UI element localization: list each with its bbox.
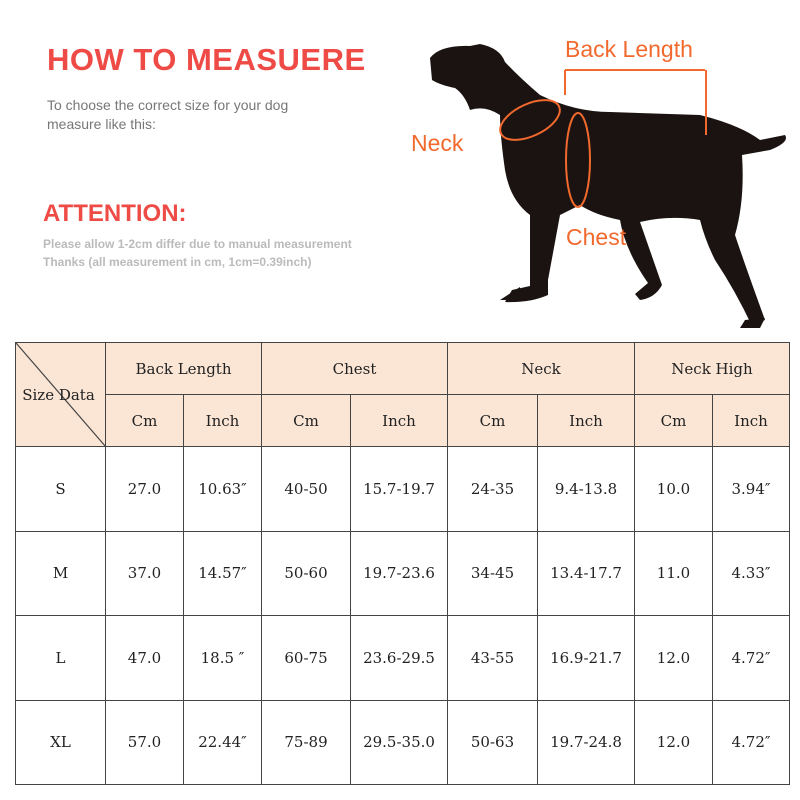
unit-header: Cm [105,394,184,447]
value-cell: 40-50 [261,446,351,532]
corner-cell: Size Data [15,342,106,447]
value-cell: 27.0 [105,446,184,532]
group-header: Neck High [634,342,790,395]
size-cell: XL [15,699,106,785]
instruction-line: measure like this: [47,116,156,132]
size-table: Size Data Back Length Chest Neck Neck Hi… [15,342,790,785]
unit-header: Cm [447,394,538,447]
unit-header: Cm [261,394,351,447]
value-cell: 43-55 [447,615,538,701]
group-header: Back Length [105,342,262,395]
size-cell: M [15,530,106,616]
value-cell: 37.0 [105,530,184,616]
value-cell: 16.9-21.7 [537,615,635,701]
value-cell: 57.0 [105,699,184,785]
attention-title: ATTENTION: [43,200,187,227]
value-cell: 13.4-17.7 [537,530,635,616]
value-cell: 24-35 [447,446,538,532]
value-cell: 22.44″ [183,699,262,785]
value-cell: 12.0 [634,615,713,701]
group-header: Neck [447,342,635,395]
value-cell: 19.7-24.8 [537,699,635,785]
unit-header: Inch [183,394,262,447]
value-cell: 9.4-13.8 [537,446,635,532]
table-row: XL 57.0 22.44″ 75-89 29.5-35.0 50-63 19.7-24.8… [15,699,790,785]
value-cell: 29.5-35.0 [350,699,448,785]
group-header: Chest [261,342,448,395]
unit-header: Cm [634,394,713,447]
table-row: S 27.0 10.63″ 40-50 15.7-19.7 24-35 9.4-13.8 10… [15,446,790,532]
unit-header: Inch [712,394,790,447]
size-cell: L [15,615,106,701]
value-cell: 14.57″ [183,530,262,616]
value-cell: 4.72″ [712,615,790,701]
value-cell: 34-45 [447,530,538,616]
diagonal-divider [16,343,106,447]
value-cell: 23.6-29.5 [350,615,448,701]
back-length-label: Back Length [565,36,693,62]
note-line: Please allow 1-2cm differ due to manual … [43,237,352,251]
value-cell: 3.94″ [712,446,790,532]
value-cell: 10.0 [634,446,713,532]
value-cell: 47.0 [105,615,184,701]
value-cell: 4.72″ [712,699,790,785]
note-line: Thanks (all measurement in cm, 1cm=0.39i… [43,255,312,269]
value-cell: 15.7-19.7 [350,446,448,532]
unit-header: Inch [537,394,635,447]
value-cell: 60-75 [261,615,351,701]
instructions: To choose the correct size for your dog … [47,96,288,134]
size-cell: S [15,446,106,532]
value-cell: 50-60 [261,530,351,616]
page-title: HOW TO MEASUERE [47,42,366,77]
value-cell: 4.33″ [712,530,790,616]
table-row: L 47.0 18.5 ″ 60-75 23.6-29.5 43-55 16.9-21.7 1… [15,615,790,701]
attention-note: Please allow 1-2cm differ due to manual … [43,235,378,271]
value-cell: 11.0 [634,530,713,616]
value-cell: 18.5 ″ [183,615,262,701]
unit-header: Inch [350,394,448,447]
value-cell: 10.63″ [183,446,262,532]
neck-label: Neck [411,130,464,156]
instruction-line: To choose the correct size for your dog [47,97,289,113]
value-cell: 75-89 [261,699,351,785]
table-row: M 37.0 14.57″ 50-60 19.7-23.6 34-45 13.4-17.7 1… [15,530,790,616]
value-cell: 50-63 [447,699,538,785]
corner-label: Size Data [22,385,95,404]
value-cell: 12.0 [634,699,713,785]
dog-silhouette-image [430,44,786,328]
value-cell: 19.7-23.6 [350,530,448,616]
chest-label: Chest [566,224,627,250]
